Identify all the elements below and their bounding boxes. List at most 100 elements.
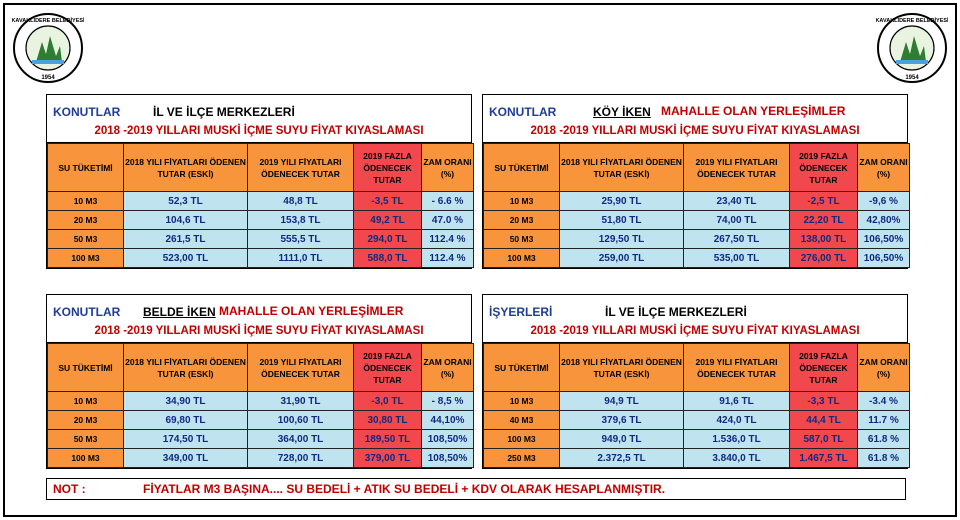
- table-cell: 10 M3: [47, 391, 124, 411]
- col-header: ZAM ORANI (%): [421, 143, 474, 192]
- table-header-row: SU TÜKETİMİ 2018 YILI FİYATLARI ÖDENEN T…: [47, 343, 474, 392]
- col-header: 2019 FAZLA ÖDENECEK TUTAR: [353, 143, 422, 192]
- panel-konutlar-koy-iken: KONUTLAR KÖY İKEN MAHALLE OLAN YERLEŞİML…: [482, 94, 910, 269]
- table-cell: 189,50 TL: [353, 429, 422, 449]
- table-cell: 1.536,0 TL: [683, 429, 790, 449]
- table-row: 10 M3 52,3 TL 48,8 TL -3,5 TL - 6.6 %: [47, 191, 474, 211]
- table-cell: 74,00 TL: [683, 210, 790, 230]
- table-row: 50 M3 129,50 TL 267,50 TL 138,00 TL 106,50%: [483, 229, 910, 249]
- page-frame: [3, 3, 957, 517]
- panel-title-underlined: KÖY İKEN: [593, 105, 651, 119]
- panel-category: KONUTLAR: [53, 105, 121, 119]
- table-cell: 20 M3: [47, 210, 124, 230]
- table-cell: 523,00 TL: [123, 248, 248, 268]
- table-cell: -2,5 TL: [789, 191, 858, 211]
- price-table: SU TÜKETİMİ 2018 YILI FİYATLARI ÖDENEN T…: [483, 343, 910, 468]
- table-cell: 349,00 TL: [123, 448, 248, 468]
- table-cell: 153,8 TL: [247, 210, 354, 230]
- table-cell: 51,80 TL: [559, 210, 684, 230]
- table-row: 50 M3 261,5 TL 555,5 TL 294,0 TL 112.4 %: [47, 229, 474, 249]
- table-cell: 112.4 %: [421, 229, 474, 249]
- col-header: ZAM ORANI (%): [857, 343, 910, 392]
- table-cell: 949,0 TL: [559, 429, 684, 449]
- table-cell: 100 M3: [47, 448, 124, 468]
- table-cell: 20 M3: [47, 410, 124, 430]
- panel-title-red: MAHALLE OLAN YERLEŞİMLER: [219, 304, 404, 318]
- table-cell: 47.0 %: [421, 210, 474, 230]
- panel-subtitle: 2018 -2019 YILLARI MUSKİ İÇME SUYU FİYAT…: [530, 125, 860, 137]
- table-cell: 50 M3: [47, 229, 124, 249]
- panel-title-red: MAHALLE OLAN YERLEŞİMLER: [661, 104, 846, 118]
- table-cell: 276,00 TL: [789, 248, 858, 268]
- price-table: SU TÜKETİMİ 2018 YILI FİYATLARI ÖDENEN T…: [47, 343, 474, 468]
- table-cell: 587,0 TL: [789, 429, 858, 449]
- panel-header: İŞYERLERİ İL VE İLÇE MERKEZLERİ 2018 -20…: [483, 295, 907, 343]
- table-cell: 2.372,5 TL: [559, 448, 684, 468]
- table-cell: 100 M3: [47, 248, 124, 268]
- table-cell: 104,6 TL: [123, 210, 248, 230]
- col-header: SU TÜKETİMİ: [483, 143, 560, 192]
- col-header: ZAM ORANI (%): [857, 143, 910, 192]
- table-cell: 174,50 TL: [123, 429, 248, 449]
- panel-subtitle: 2018 -2019 YILLARI MUSKİ İÇME SUYU FİYAT…: [530, 325, 860, 337]
- logo-text: KAVAKLIDERE BELEDİYESİ: [876, 17, 948, 24]
- table-cell: 23,40 TL: [683, 191, 790, 211]
- table-cell: 1.467,5 TL: [789, 448, 858, 468]
- table-cell: 129,50 TL: [559, 229, 684, 249]
- table-cell: 40 M3: [483, 410, 560, 430]
- table-header-row: SU TÜKETİMİ 2018 YILI FİYATLARI ÖDENEN T…: [47, 143, 474, 192]
- logo-year: 1954: [41, 75, 55, 81]
- col-header: SU TÜKETİMİ: [47, 143, 124, 192]
- table-cell: 69,80 TL: [123, 410, 248, 430]
- table-cell: 94,9 TL: [559, 391, 684, 411]
- col-header: 2018 YILI FİYATLARI ÖDENEN TUTAR (ESKİ): [559, 143, 684, 192]
- panel-isyerleri-il-ilce: İŞYERLERİ İL VE İLÇE MERKEZLERİ 2018 -20…: [482, 294, 910, 469]
- table-cell: - 6.6 %: [421, 191, 474, 211]
- panel-category: KONUTLAR: [489, 105, 557, 119]
- table-cell: 106,50%: [857, 248, 910, 268]
- table-cell: 31,90 TL: [247, 391, 354, 411]
- price-table: SU TÜKETİMİ 2018 YILI FİYATLARI ÖDENEN T…: [483, 143, 910, 268]
- table-cell: 91,6 TL: [683, 391, 790, 411]
- price-table: SU TÜKETİMİ 2018 YILI FİYATLARI ÖDENEN T…: [47, 143, 474, 268]
- table-header-row: SU TÜKETİMİ 2018 YILI FİYATLARI ÖDENEN T…: [483, 143, 910, 192]
- table-cell: 379,00 TL: [353, 448, 422, 468]
- panel-header: KONUTLAR BELDE İKEN MAHALLE OLAN YERLEŞİ…: [47, 295, 471, 343]
- panel-category: KONUTLAR: [53, 305, 121, 319]
- table-cell: 100,60 TL: [247, 410, 354, 430]
- table-cell: - 8,5 %: [421, 391, 474, 411]
- table-cell: 424,0 TL: [683, 410, 790, 430]
- table-cell: 30,80 TL: [353, 410, 422, 430]
- table-cell: 10 M3: [483, 391, 560, 411]
- col-header: 2019 FAZLA ÖDENECEK TUTAR: [353, 343, 422, 392]
- table-row: 20 M3 69,80 TL 100,60 TL 30,80 TL 44,10%: [47, 410, 474, 430]
- table-cell: 112.4 %: [421, 248, 474, 268]
- table-cell: 11.7 %: [857, 410, 910, 430]
- table-cell: 10 M3: [483, 191, 560, 211]
- table-cell: -3,5 TL: [353, 191, 422, 211]
- col-header: ZAM ORANI (%): [421, 343, 474, 392]
- col-header: 2019 YILI FİYATLARI ÖDENECEK TUTAR: [247, 143, 354, 192]
- table-cell: 728,00 TL: [247, 448, 354, 468]
- panel-konutlar-il-ilce: KONUTLAR İL VE İLÇE MERKEZLERİ 2018 -201…: [46, 94, 474, 269]
- table-row: 100 M3 949,0 TL 1.536,0 TL 587,0 TL 61.8 %: [483, 429, 910, 449]
- table-cell: -3.4 %: [857, 391, 910, 411]
- table-row: 10 M3 94,9 TL 91,6 TL -3,3 TL -3.4 %: [483, 391, 910, 411]
- table-cell: 108,50%: [421, 429, 474, 449]
- table-cell: 267,50 TL: [683, 229, 790, 249]
- table-row: 20 M3 51,80 TL 74,00 TL 22,20 TL 42,80%: [483, 210, 910, 230]
- table-cell: -9,6 %: [857, 191, 910, 211]
- table-row: 250 M3 2.372,5 TL 3.840,0 TL 1.467,5 TL 61.8…: [483, 448, 910, 468]
- col-header: SU TÜKETİMİ: [47, 343, 124, 392]
- table-cell: 25,90 TL: [559, 191, 684, 211]
- col-header: 2019 YILI FİYATLARI ÖDENECEK TUTAR: [683, 343, 790, 392]
- table-cell: 44,4 TL: [789, 410, 858, 430]
- table-cell: 10 M3: [47, 191, 124, 211]
- municipality-logo-right: KAVAKLIDERE BELEDİYESİ 1954: [876, 12, 948, 84]
- logo-year: 1954: [905, 75, 919, 81]
- col-header: 2018 YILI FİYATLARI ÖDENEN TUTAR (ESKİ): [123, 343, 248, 392]
- table-row: 40 M3 379,6 TL 424,0 TL 44,4 TL 11.7 %: [483, 410, 910, 430]
- table-cell: 34,90 TL: [123, 391, 248, 411]
- table-cell: 61.8 %: [857, 448, 910, 468]
- table-row: 100 M3 349,00 TL 728,00 TL 379,00 TL 108,50%: [47, 448, 474, 468]
